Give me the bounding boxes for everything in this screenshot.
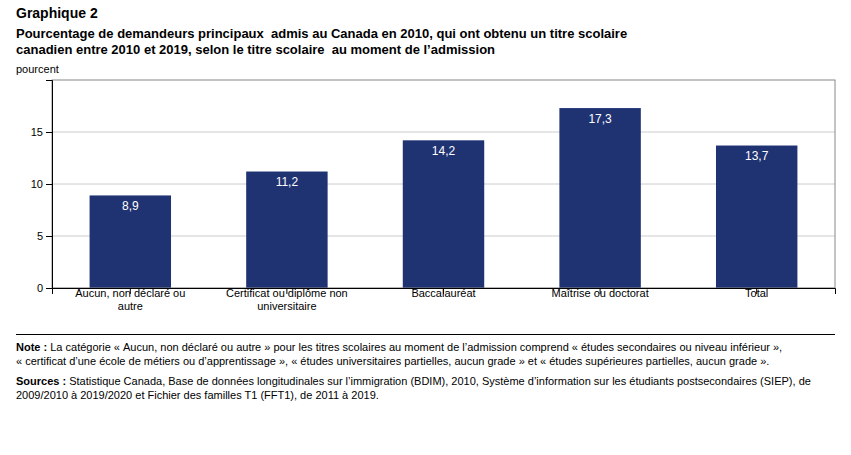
x-tick-label-line: universitaire	[257, 300, 316, 312]
spacer	[66, 375, 69, 387]
subtitle-line: Pourcentage de demandeurs principaux adm…	[16, 26, 627, 41]
bars	[90, 108, 798, 288]
note-text: Statistique Canada, Base de données long…	[16, 375, 811, 401]
x-tick-label-line: Aucun, non déclaré ou	[75, 287, 185, 299]
x-tick: Maîtrise ou doctorat	[551, 287, 648, 299]
note: Note : La catégorie « Aucun, non déclaré…	[16, 340, 835, 368]
y-tick-mark	[46, 236, 52, 237]
note-label: Sources :	[16, 375, 66, 387]
data-label: 17,3	[588, 112, 612, 126]
y-tick-label: 5	[37, 230, 43, 242]
note-label: Note :	[16, 341, 47, 353]
data-labels: 8,9 11,2 14,2 17,3 13,7	[122, 112, 769, 213]
y-tick-mark	[46, 184, 52, 185]
bar	[403, 140, 484, 288]
plot-frame	[52, 80, 835, 288]
x-tick: Aucun, non déclaré ouautre	[75, 287, 185, 312]
subtitle: Pourcentage de demandeurs principaux adm…	[16, 26, 627, 57]
plot: 0 5 10 15 Aucun, non déclaré ouautre Certific…	[31, 80, 836, 312]
grid-line	[52, 132, 835, 133]
data-label: 13,7	[745, 149, 769, 163]
y-tick-label: 0	[37, 282, 43, 294]
x-tick-label-line: Certificat ou diplôme non	[226, 287, 348, 299]
y-tick-label: 10	[31, 178, 43, 190]
x-tick-label-line: autre	[118, 300, 143, 312]
notes: Note : La catégorie « Aucun, non déclaré…	[16, 334, 835, 408]
bar	[559, 108, 640, 288]
x-tick-label: Baccalauréat	[411, 287, 475, 299]
x-axis: Aucun, non déclaré ouautre Certificat ou …	[53, 287, 836, 312]
data-label: 8,9	[122, 199, 139, 213]
x-tick-label-line: Maîtrise ou doctorat	[551, 287, 648, 299]
x-tick: Total	[745, 287, 768, 299]
x-tick: Certificat ou diplôme nonuniversitaire	[226, 287, 348, 312]
data-label: 14,2	[432, 144, 456, 158]
bar	[246, 172, 327, 288]
y-tick: 15	[31, 126, 52, 138]
x-tick-label: Total	[745, 287, 768, 299]
note-text: La catégorie « Aucun, non déclaré ou aut…	[16, 341, 782, 367]
subtitle-line: canadien entre 2010 et 2019, selon le ti…	[16, 42, 495, 57]
y-tick: 10	[31, 178, 52, 190]
grid	[52, 132, 835, 288]
data-label: 11,2	[276, 175, 299, 189]
y-axis-label: pourcent	[16, 63, 59, 75]
bar	[90, 195, 171, 288]
x-tick-label: Aucun, non déclaré ouautre	[75, 287, 185, 312]
y-tick-mark	[46, 132, 52, 133]
note: Sources : Statistique Canada, Base de do…	[16, 374, 835, 402]
x-tick-label-line: Total	[745, 287, 768, 299]
bar	[716, 146, 797, 288]
chart: Graphique 2 Pourcentage de demandeurs pri…	[0, 0, 851, 334]
spacer	[47, 341, 50, 353]
title: Graphique 2	[16, 5, 98, 21]
y-tick: 5	[37, 230, 52, 242]
y-tick: 0	[37, 282, 52, 294]
x-tick: Baccalauréat	[411, 287, 475, 299]
x-tick-label: Certificat ou diplôme nonuniversitaire	[226, 287, 348, 312]
y-axis: 0 5 10 15	[31, 81, 53, 295]
y-tick-label: 15	[31, 126, 43, 138]
y-axis-line	[46, 81, 53, 289]
y-tick-mark	[46, 288, 52, 289]
x-tick-label: Maîtrise ou doctorat	[551, 287, 648, 299]
x-tick-label-line: Baccalauréat	[411, 287, 475, 299]
